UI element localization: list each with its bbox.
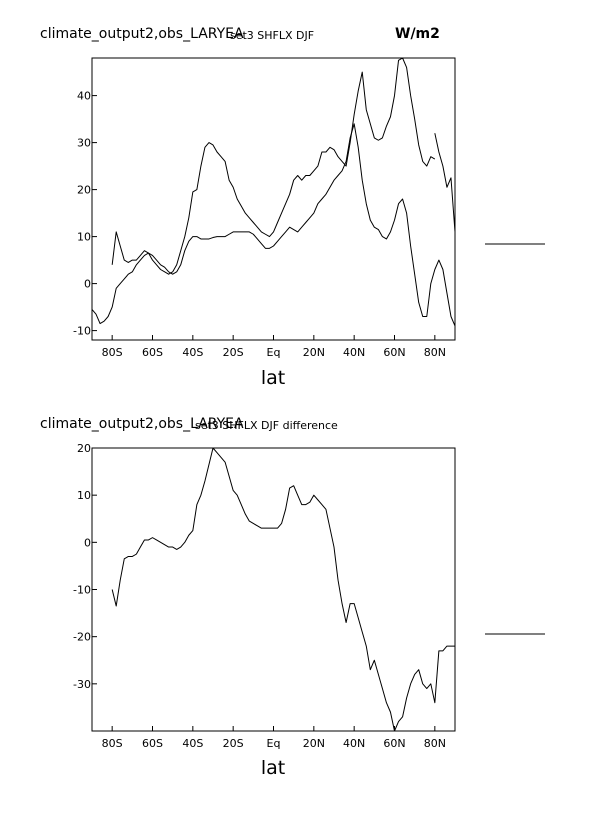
x-tick-label: 60N: [383, 346, 405, 359]
bottom-panel: climate_output2,obs_LARYEA set3 SHFLX DJ…: [40, 416, 545, 779]
x-tick-label: 60S: [142, 346, 163, 359]
y-tick-label: 20: [77, 442, 91, 455]
series-line-2: [434, 133, 456, 232]
y-tick-label: 0: [84, 278, 91, 291]
y-tick-label: -10: [73, 584, 91, 597]
y-tick-label: 20: [77, 184, 91, 197]
x-tick-label: Eq: [267, 737, 281, 750]
y-tick-label: -20: [73, 631, 91, 644]
x-tick-label: 80N: [424, 737, 446, 750]
x-tick-label: 40N: [343, 346, 365, 359]
y-tick-label: 10: [77, 231, 91, 244]
top-chart-title: climate_output2,obs_LARYEA: [40, 26, 244, 42]
bottom-chart-frame: [91, 447, 456, 732]
y-tick-label: 0: [84, 536, 91, 549]
bottom-chart-title: climate_output2,obs_LARYEA: [40, 416, 244, 432]
top-chart-frame: [91, 57, 456, 341]
bottom-chart-subtitle: set3 SHFLX DJF difference: [195, 419, 338, 432]
bottom-chart-x-axis-label: lat: [261, 757, 285, 779]
series-line-0: [111, 57, 436, 275]
x-tick-label: 20S: [223, 346, 244, 359]
x-tick-label: 80N: [424, 346, 446, 359]
x-tick-label: 40N: [343, 737, 365, 750]
top-chart-units: W/m2: [395, 26, 440, 42]
x-tick-label: 80S: [102, 346, 123, 359]
x-tick-label: 60S: [142, 737, 163, 750]
y-tick-label: -10: [73, 325, 91, 338]
x-tick-label: 40S: [182, 737, 203, 750]
top-chart-series: [91, 57, 456, 327]
y-tick-label: -30: [73, 678, 91, 691]
x-tick-label: 20S: [223, 737, 244, 750]
top-chart-x-axis-label: lat: [261, 367, 285, 389]
x-tick-label: 60N: [383, 737, 405, 750]
x-tick-label: 80S: [102, 737, 123, 750]
bottom-chart-ticks: 80S 60S 40S 20S Eq 20N 40N 60N 80N -30 -20 -10 0 10 20: [73, 442, 446, 750]
top-chart-subtitle: set3 SHFLX DJF: [230, 29, 314, 42]
series-line-1: [91, 123, 456, 327]
x-tick-label: Eq: [267, 346, 281, 359]
series-line-0: [111, 447, 455, 732]
y-tick-label: 10: [77, 489, 91, 502]
x-tick-label: 20N: [303, 346, 325, 359]
x-tick-label: 40S: [182, 346, 203, 359]
bottom-chart-series: [111, 447, 455, 732]
y-tick-label: 40: [77, 90, 91, 103]
y-tick-label: 30: [77, 137, 91, 150]
top-chart-ticks: 80S 60S 40S 20S Eq 20N 40N 60N 80N -10 0 10 20 30 40: [73, 90, 446, 359]
top-panel: climate_output2,obs_LARYEA set3 SHFLX DJ…: [40, 26, 545, 389]
x-tick-label: 20N: [303, 737, 325, 750]
